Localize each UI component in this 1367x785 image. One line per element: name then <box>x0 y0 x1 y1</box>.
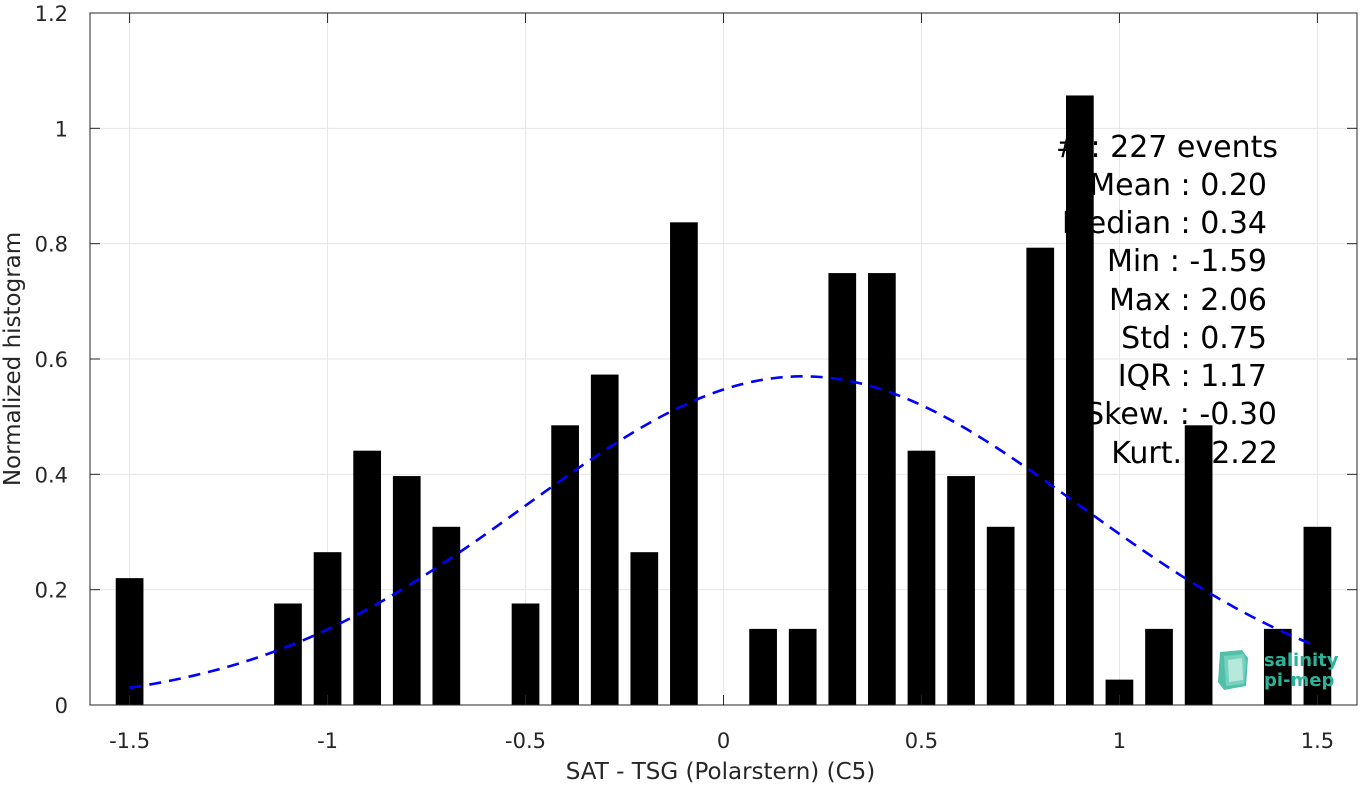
histogram-bar <box>511 603 540 705</box>
histogram-bar <box>1184 425 1213 705</box>
y-tick-label: 0.2 <box>35 579 68 603</box>
histogram-bars <box>115 95 1332 706</box>
x-tick-label: -1.5 <box>109 729 150 753</box>
histogram-bar <box>551 425 579 705</box>
stat-line: Std : 0.75 <box>1121 321 1267 356</box>
histogram-bar <box>1065 95 1094 706</box>
y-tick-label: 0.6 <box>35 348 68 372</box>
histogram-bar <box>749 628 777 705</box>
y-axis-label: Normalized histogram <box>0 232 26 486</box>
histogram-bar <box>630 552 659 705</box>
stat-line: Median : 0.34 <box>1062 206 1267 241</box>
histogram-bar <box>947 476 975 705</box>
x-tick-labels: -1.5 -1 -0.5 0 0.5 1 1.5 <box>109 729 1334 753</box>
logo-text-salinity: salinity <box>1264 650 1339 671</box>
x-tick-label: 1 <box>1113 729 1126 753</box>
stat-line: Max : 2.06 <box>1109 283 1267 318</box>
histogram-bar <box>1026 247 1055 705</box>
stat-line: Skew. : -0.30 <box>1085 397 1277 432</box>
stat-line: Mean : 0.20 <box>1089 168 1267 203</box>
histogram-bar <box>907 450 936 705</box>
x-tick-label: 0.5 <box>905 729 938 753</box>
histogram-bar <box>868 273 896 705</box>
x-axis-label: SAT - TSG (Polarstern) (C5) <box>566 759 875 785</box>
salinity-pi-mep-logo: salinity pi-mep <box>1218 650 1339 691</box>
histogram-bar <box>828 273 857 705</box>
histogram-bar <box>670 222 698 705</box>
x-tick-label: -1 <box>317 729 338 753</box>
stat-line: Kurt. : 2.22 <box>1111 436 1278 471</box>
logo-mark-icon <box>1218 650 1248 690</box>
histogram-bar <box>1303 526 1332 705</box>
histogram-bar <box>274 603 302 705</box>
x-tick-label: -0.5 <box>505 729 546 753</box>
histogram-bar <box>1263 628 1292 705</box>
histogram-bar <box>788 628 817 705</box>
histogram-bar <box>432 526 461 705</box>
histogram-bar <box>392 476 421 705</box>
y-tick-label: 0.4 <box>35 463 68 487</box>
x-tick-label: 0 <box>717 729 730 753</box>
logo-text-pimep: pi-mep <box>1264 670 1334 691</box>
histogram-bar <box>986 526 1015 705</box>
stat-line: Min : -1.59 <box>1107 244 1267 279</box>
y-tick-labels: 0 0.2 0.4 0.6 0.8 1 1.2 <box>35 2 68 718</box>
y-tick-label: 1 <box>55 117 68 141</box>
histogram-bar <box>353 450 382 705</box>
y-tick-label: 1.2 <box>35 2 68 26</box>
y-tick-label: 0 <box>55 694 68 718</box>
histogram-bar <box>1145 628 1173 705</box>
y-tick-label: 0.8 <box>35 233 68 257</box>
stat-line: # : 227 events <box>1056 130 1278 165</box>
stat-line: IQR : 1.17 <box>1118 359 1267 394</box>
x-tick-label: 1.5 <box>1301 729 1334 753</box>
normal-fit-curve <box>129 375 1318 690</box>
histogram-bar <box>590 374 619 705</box>
histogram-bar <box>115 578 144 705</box>
axis-ticks <box>90 12 1357 706</box>
